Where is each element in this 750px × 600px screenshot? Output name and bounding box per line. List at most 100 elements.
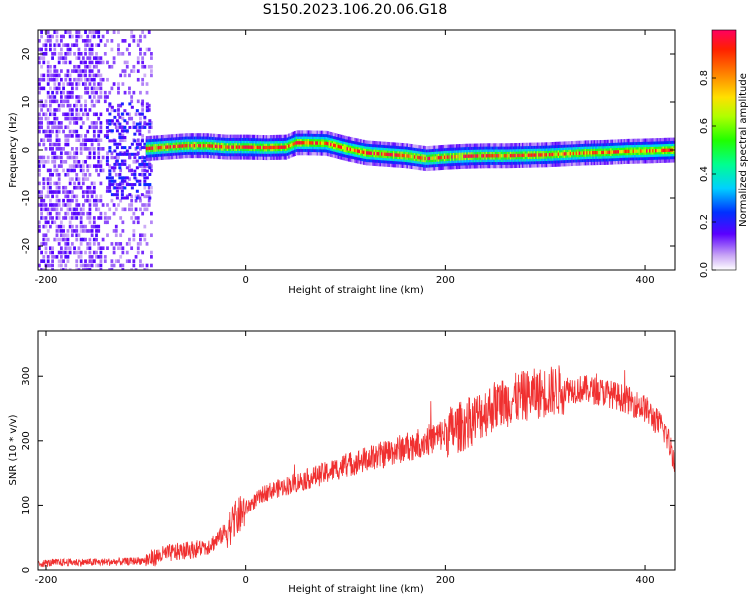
spectrogram-cell xyxy=(46,95,50,99)
spectrogram-cell xyxy=(46,237,50,242)
spectrogram-cell xyxy=(106,121,109,125)
spectrogram-cell xyxy=(535,153,538,157)
spectrogram-cell xyxy=(120,152,124,156)
spectrogram-cell xyxy=(118,183,122,187)
spectrogram-cell xyxy=(40,198,43,203)
spectrogram-cell xyxy=(128,177,131,181)
spectrogram-cell xyxy=(62,103,65,108)
spectrogram-cell xyxy=(518,153,521,158)
spectrogram-cell xyxy=(610,150,613,154)
spectrogram-cell xyxy=(77,77,81,82)
spectrogram-cell xyxy=(150,168,153,173)
spectrogram-cell xyxy=(114,259,118,263)
spectrogram-cell xyxy=(143,268,147,270)
spectrogram-cell xyxy=(64,160,68,164)
spectrogram-cell xyxy=(75,203,79,207)
spectrogram-cell xyxy=(319,141,322,145)
spectrogram-cell xyxy=(97,138,101,142)
spectrogram-cell xyxy=(141,203,145,207)
spectrogram-cell xyxy=(90,147,94,151)
spectrogram-cell xyxy=(40,259,43,263)
spectrogram-cell xyxy=(665,148,668,152)
spectrogram-cell xyxy=(66,233,70,238)
spectrogram-cell xyxy=(135,159,139,163)
colorbar-tick-label: 0.0 xyxy=(699,262,710,278)
spectrogram-cell xyxy=(57,125,61,130)
spectrogram-cell xyxy=(110,119,114,123)
spectrogram-cell xyxy=(110,193,114,197)
spectrogram-cell xyxy=(66,198,70,203)
spectrogram-cell xyxy=(130,116,134,121)
spectrogram-cell xyxy=(79,125,83,130)
spectrogram-cell xyxy=(55,134,59,138)
spectrogram-cell xyxy=(64,237,68,242)
spectrogram-cell xyxy=(90,255,94,259)
spectrogram-cell xyxy=(70,207,74,212)
spectrogram-cell xyxy=(553,152,556,157)
spectrogram-cell xyxy=(46,190,50,194)
spectrogram-cell xyxy=(421,156,424,160)
spectrogram-cell xyxy=(48,147,52,151)
spectrogram-cell xyxy=(70,242,74,246)
spectrogram-cell xyxy=(143,52,147,56)
spectrogram-cell xyxy=(97,160,101,164)
spectrogram-cell xyxy=(130,172,134,176)
spectrogram-cell xyxy=(105,189,109,193)
spectrogram-cell xyxy=(75,194,79,199)
spectrogram-cell xyxy=(51,250,54,255)
spectrogram-cell xyxy=(75,112,79,117)
spectrogram-cell xyxy=(261,145,264,150)
spectrogram-cell xyxy=(66,112,70,117)
spectrogram-cell xyxy=(418,155,421,160)
spectrogram-cell xyxy=(88,47,92,52)
spectrogram-cell xyxy=(70,229,74,233)
spectrogram-cell xyxy=(86,90,90,95)
spectrogram-cell xyxy=(125,194,129,199)
spectrogram-cell xyxy=(38,60,41,65)
spectrogram-cell xyxy=(128,112,131,117)
spectrogram-cell xyxy=(46,211,50,216)
spectrogram-cell xyxy=(225,145,228,149)
spectrogram-cell xyxy=(342,145,345,150)
spectrogram-cell xyxy=(75,134,79,138)
x-tick-label: 200 xyxy=(436,275,455,286)
spectrogram-cell xyxy=(97,134,101,138)
spectrogram-cell xyxy=(333,143,336,147)
spectrogram-cell xyxy=(64,185,68,190)
spectrogram-cell xyxy=(88,52,92,56)
spectrogram-cell xyxy=(75,39,79,43)
spectrogram-cell xyxy=(130,183,134,187)
spectrogram-cell xyxy=(42,216,46,220)
spectrogram-cell xyxy=(108,185,112,190)
spectrogram-cell xyxy=(77,211,81,216)
spectrogram-cell xyxy=(88,246,92,250)
spectrogram-cell xyxy=(84,190,87,194)
spectrogram-cell xyxy=(38,56,41,60)
spectrogram-cell xyxy=(145,164,149,168)
spectrogram-cell xyxy=(445,155,448,159)
spectrogram-cell xyxy=(62,268,65,270)
spectrogram-cell xyxy=(64,52,68,56)
spectrogram-cell xyxy=(382,152,385,156)
spectrogram-cell xyxy=(84,142,87,147)
spectrogram-cell xyxy=(117,43,120,47)
spectrogram-cell xyxy=(51,255,54,259)
spectrogram-cell xyxy=(88,259,92,263)
spectrogram-cell xyxy=(55,190,59,194)
spectrogram-cell xyxy=(437,156,440,160)
spectrogram-cell xyxy=(79,211,83,216)
spectrogram-cell xyxy=(92,95,96,99)
spectrogram-cell xyxy=(51,160,54,164)
spectrogram-cell xyxy=(315,141,318,145)
spectrogram-cell xyxy=(48,168,52,173)
spectrogram-cell xyxy=(53,116,57,121)
spectrogram-cell xyxy=(86,185,90,190)
spectrogram-cell xyxy=(46,168,50,173)
spectrogram-cell xyxy=(88,138,92,142)
spectrogram-cell xyxy=(380,152,383,156)
spectrogram-cell xyxy=(143,156,147,160)
spectrogram-cell xyxy=(75,177,79,181)
spectrogram-cell xyxy=(141,233,145,238)
spectrogram-cell xyxy=(130,69,134,73)
spectrogram-cell xyxy=(479,154,482,158)
